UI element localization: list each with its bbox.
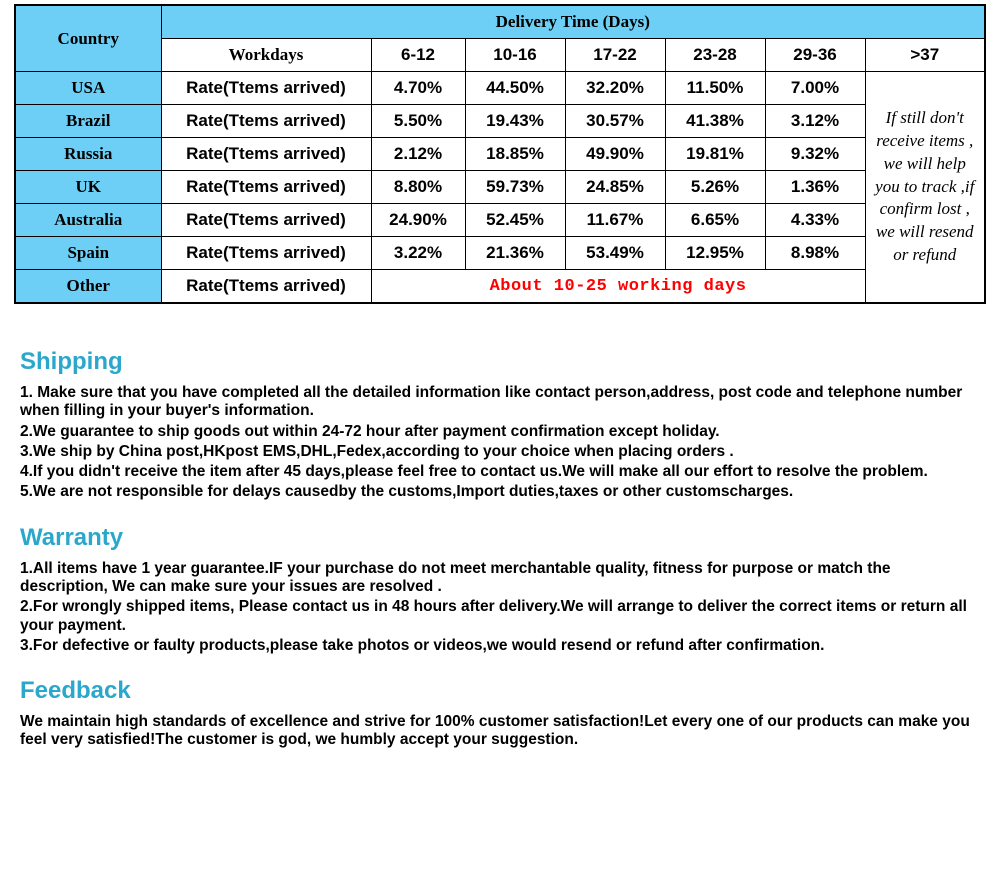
cell: 4.33% xyxy=(765,204,865,237)
rate-label: Rate(Ttems arrived) xyxy=(161,105,371,138)
cell: 53.49% xyxy=(565,237,665,270)
rate-label: Rate(Ttems arrived) xyxy=(161,204,371,237)
cell: 21.36% xyxy=(465,237,565,270)
header-country: Country xyxy=(15,5,161,72)
shipping-line: 1. Make sure that you have completed all… xyxy=(20,384,980,421)
country-usa: USA xyxy=(15,72,161,105)
cell: 9.32% xyxy=(765,138,865,171)
cell: 24.85% xyxy=(565,171,665,204)
shipping-line: 5.We are not responsible for delays caus… xyxy=(20,483,980,501)
info-sections: Shipping 1. Make sure that you have comp… xyxy=(0,304,1000,760)
table-row: Australia Rate(Ttems arrived) 24.90% 52.… xyxy=(15,204,985,237)
cell: 11.50% xyxy=(665,72,765,105)
rate-label: Rate(Ttems arrived) xyxy=(161,270,371,304)
cell: 41.38% xyxy=(665,105,765,138)
table-row: UK Rate(Ttems arrived) 8.80% 59.73% 24.8… xyxy=(15,171,985,204)
table-row: Russia Rate(Ttems arrived) 2.12% 18.85% … xyxy=(15,138,985,171)
cell: 7.00% xyxy=(765,72,865,105)
country-russia: Russia xyxy=(15,138,161,171)
cell: 2.12% xyxy=(371,138,465,171)
delivery-note: If still don't receive items , we will h… xyxy=(865,72,985,304)
header-range-4: 29-36 xyxy=(765,39,865,72)
shipping-title: Shipping xyxy=(20,348,980,376)
table-row: Brazil Rate(Ttems arrived) 5.50% 19.43% … xyxy=(15,105,985,138)
header-range-5: >37 xyxy=(865,39,985,72)
country-brazil: Brazil xyxy=(15,105,161,138)
cell: 49.90% xyxy=(565,138,665,171)
header-range-0: 6-12 xyxy=(371,39,465,72)
other-working-days: About 10-25 working days xyxy=(371,270,865,304)
cell: 4.70% xyxy=(371,72,465,105)
table-row: Spain Rate(Ttems arrived) 3.22% 21.36% 5… xyxy=(15,237,985,270)
warranty-title: Warranty xyxy=(20,524,980,552)
warranty-line: 2.For wrongly shipped items, Please cont… xyxy=(20,598,980,635)
rate-label: Rate(Ttems arrived) xyxy=(161,138,371,171)
header-delivery-time: Delivery Time (Days) xyxy=(161,5,985,39)
country-uk: UK xyxy=(15,171,161,204)
country-other: Other xyxy=(15,270,161,304)
feedback-title: Feedback xyxy=(20,677,980,705)
cell: 19.43% xyxy=(465,105,565,138)
cell: 8.98% xyxy=(765,237,865,270)
cell: 3.22% xyxy=(371,237,465,270)
rate-label: Rate(Ttems arrived) xyxy=(161,171,371,204)
cell: 19.81% xyxy=(665,138,765,171)
cell: 59.73% xyxy=(465,171,565,204)
country-spain: Spain xyxy=(15,237,161,270)
warranty-line: 3.For defective or faulty products,pleas… xyxy=(20,637,980,655)
table-row: USA Rate(Ttems arrived) 4.70% 44.50% 32.… xyxy=(15,72,985,105)
cell: 32.20% xyxy=(565,72,665,105)
country-australia: Australia xyxy=(15,204,161,237)
feedback-line: We maintain high standards of excellence… xyxy=(20,713,980,750)
cell: 44.50% xyxy=(465,72,565,105)
cell: 1.36% xyxy=(765,171,865,204)
rate-label: Rate(Ttems arrived) xyxy=(161,72,371,105)
cell: 5.26% xyxy=(665,171,765,204)
header-range-2: 17-22 xyxy=(565,39,665,72)
cell: 12.95% xyxy=(665,237,765,270)
cell: 8.80% xyxy=(371,171,465,204)
shipping-line: 2.We guarantee to ship goods out within … xyxy=(20,423,980,441)
cell: 5.50% xyxy=(371,105,465,138)
delivery-time-table: Country Delivery Time (Days) Workdays 6-… xyxy=(14,4,986,304)
delivery-table-container: Country Delivery Time (Days) Workdays 6-… xyxy=(0,0,1000,304)
shipping-line: 4.If you didn't receive the item after 4… xyxy=(20,463,980,481)
cell: 24.90% xyxy=(371,204,465,237)
cell: 11.67% xyxy=(565,204,665,237)
cell: 52.45% xyxy=(465,204,565,237)
cell: 6.65% xyxy=(665,204,765,237)
rate-label: Rate(Ttems arrived) xyxy=(161,237,371,270)
header-range-1: 10-16 xyxy=(465,39,565,72)
header-workdays: Workdays xyxy=(161,39,371,72)
table-row: Other Rate(Ttems arrived) About 10-25 wo… xyxy=(15,270,985,304)
cell: 30.57% xyxy=(565,105,665,138)
warranty-line: 1.All items have 1 year guarantee.IF you… xyxy=(20,560,980,597)
cell: 18.85% xyxy=(465,138,565,171)
header-range-3: 23-28 xyxy=(665,39,765,72)
cell: 3.12% xyxy=(765,105,865,138)
shipping-line: 3.We ship by China post,HKpost EMS,DHL,F… xyxy=(20,443,980,461)
